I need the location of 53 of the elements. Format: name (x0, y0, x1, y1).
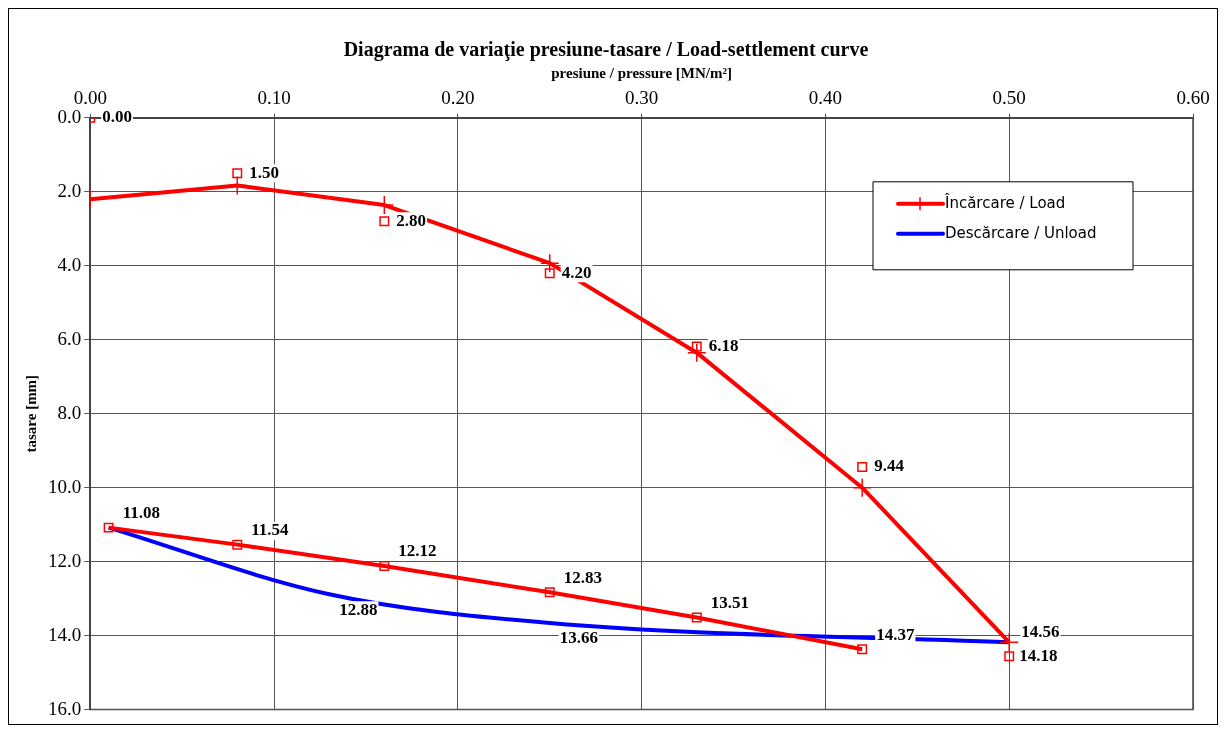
y-tick-label: 8.0 (57, 401, 82, 423)
data-label: 0.00 (102, 107, 132, 127)
point (544, 268, 555, 279)
data-label: 11.08 (122, 503, 160, 523)
data-label: 13.66 (559, 628, 598, 648)
data-label: 12.88 (339, 599, 378, 619)
x-tick-label: 0.10 (257, 87, 291, 109)
point (687, 342, 707, 363)
legend-label: Încărcare / Load (944, 192, 1066, 212)
data-label: 13.51 (710, 592, 750, 612)
data-label: 14.37 (876, 624, 915, 644)
point (691, 341, 702, 352)
y-tick-label: 4.0 (57, 253, 82, 275)
point (232, 539, 243, 550)
data-label: 2.80 (396, 210, 427, 230)
point (103, 522, 114, 533)
y-tick-label: 6.0 (57, 327, 82, 349)
point (857, 644, 868, 655)
chart-title: Diagrama de variaţie presiune-tasare / Load-settlement curve (343, 38, 869, 62)
point (1004, 651, 1015, 662)
point (379, 216, 390, 227)
x-tick-label: 0.20 (441, 87, 475, 109)
data-label: 12.83 (563, 567, 602, 587)
x-tick-label: 0.50 (992, 87, 1026, 109)
data-label: 14.18 (1019, 645, 1058, 665)
y-tick-label: 12.0 (48, 549, 82, 571)
x-tick-label: 0.40 (808, 87, 843, 109)
point (999, 632, 1019, 653)
point (691, 612, 702, 623)
legend-label: Descărcare / Unload (945, 223, 1097, 242)
point (857, 461, 868, 472)
data-label: 14.56 (1021, 621, 1060, 641)
point (544, 587, 555, 598)
point (852, 477, 872, 498)
y-tick-label: 14.0 (48, 623, 82, 645)
x-tick-label: 0.30 (625, 87, 659, 109)
data-label: 6.18 (708, 335, 739, 355)
y-tick-label: 10.0 (48, 475, 82, 497)
y-tick-label: 2.0 (57, 179, 82, 201)
x-tick-label: 0.60 (1176, 87, 1210, 109)
data-label: 12.12 (398, 541, 437, 561)
y-tick-label: 16.0 (48, 697, 82, 719)
point (227, 175, 248, 196)
point (232, 168, 243, 179)
data-label: 11.54 (251, 520, 290, 540)
data-label: 4.20 (561, 262, 592, 282)
data-label: 1.50 (249, 162, 280, 182)
point (379, 561, 390, 572)
data-label: 9.44 (874, 456, 905, 476)
point (539, 253, 560, 273)
point (374, 195, 395, 215)
y-axis-title: tasare [mm] (22, 374, 39, 453)
x-axis-title: presiune / pressure [MN/m²] (551, 64, 732, 81)
